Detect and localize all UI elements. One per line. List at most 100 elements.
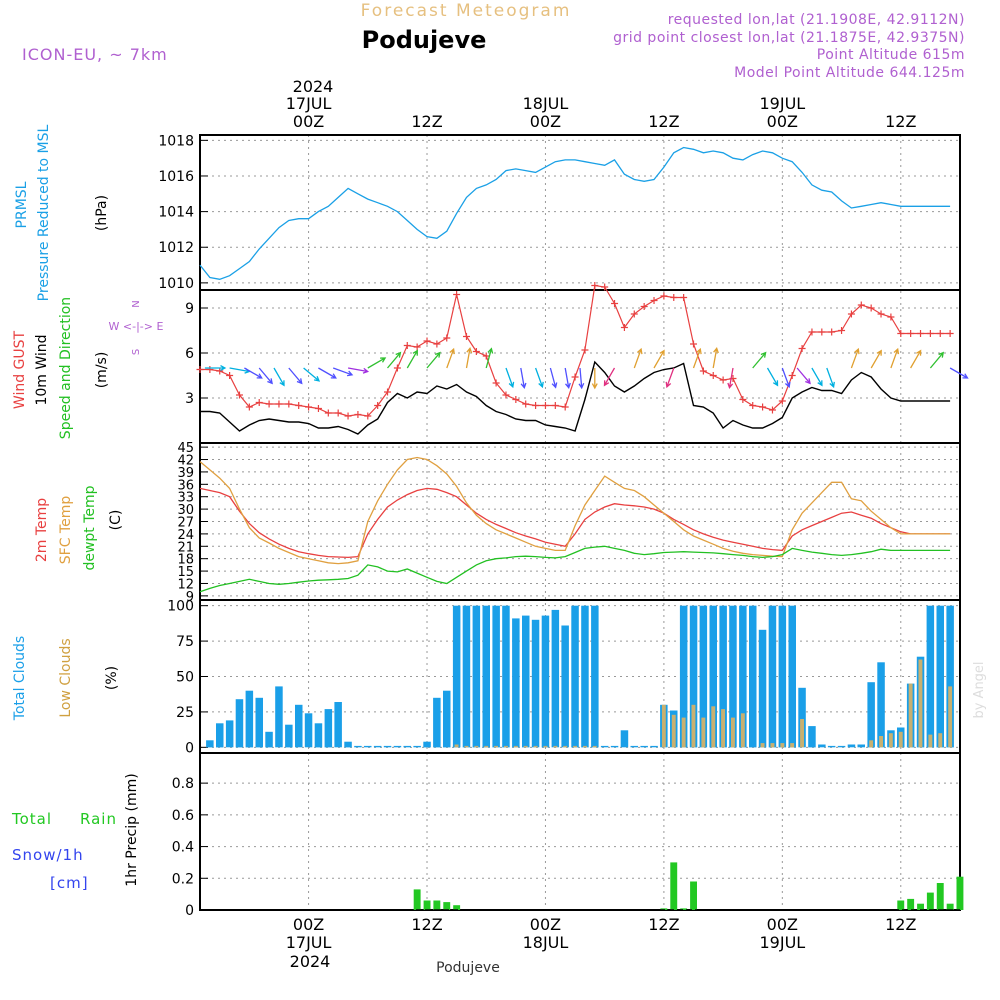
total-cloud-bar <box>275 686 283 748</box>
gust-marker <box>640 303 648 310</box>
gust-line <box>200 284 951 417</box>
total-cloud-bar <box>206 740 214 748</box>
gust-marker <box>808 328 816 336</box>
wind-direction-arrow <box>578 367 585 390</box>
compass-s: S <box>131 349 142 355</box>
total-cloud-bar <box>778 605 787 748</box>
low-cloud-bar <box>948 686 953 748</box>
precip-bar <box>413 889 421 910</box>
precip-bar <box>907 898 915 910</box>
bottom-hour-label: 12Z <box>648 915 679 934</box>
total-cloud-bar <box>354 745 362 748</box>
low-cloud-bar <box>454 744 459 748</box>
temp-label-sfc: SFC Temp <box>58 496 74 565</box>
low-cloud-bar <box>513 745 518 748</box>
temperature-ytick-label: 9 <box>186 590 194 605</box>
gust-marker <box>532 402 540 409</box>
low-cloud-bar <box>721 709 725 748</box>
temperature-ytick-label: 18 <box>177 553 194 568</box>
wind-panel-frame <box>199 289 961 444</box>
gust-marker <box>768 406 776 414</box>
low-cloud-bar <box>592 745 597 748</box>
precip-label-unit: 1hr Precip (mm) <box>124 773 140 886</box>
total-cloud-bar <box>482 605 490 748</box>
total-cloud-bar <box>847 744 856 748</box>
total-cloud-bar <box>216 723 224 748</box>
gust-marker <box>344 412 352 420</box>
bottom-date-label: 17JUL <box>286 933 332 952</box>
gust-marker <box>364 412 372 420</box>
total-cloud-bar <box>837 745 846 748</box>
pressure-ytick-label: 1014 <box>158 205 194 221</box>
low-cloud-bar <box>740 713 745 748</box>
gust-marker <box>946 330 954 337</box>
gust-marker <box>522 400 530 408</box>
wind-direction-arrow <box>273 367 285 387</box>
wind-direction-arrow <box>910 349 922 369</box>
wind-direction-arrow <box>303 367 321 382</box>
footer-location: Podujeve <box>436 960 500 976</box>
total-cloud-bar <box>245 690 254 748</box>
precip-bar <box>690 881 697 910</box>
pressure-ytick-label: 1010 <box>158 276 194 292</box>
gust-marker <box>897 330 905 337</box>
header-model: ICON-EU, ~ 7km <box>22 45 168 64</box>
wind-direction-arrow <box>653 349 665 369</box>
total-cloud-bar <box>472 605 481 748</box>
low-cloud-bar <box>563 745 568 748</box>
gust-marker <box>472 348 480 355</box>
low-cloud-bar <box>731 717 735 748</box>
wind-direction-arrow <box>727 367 734 390</box>
wind-direction-arrow <box>520 367 527 390</box>
precip-ytick-label: 0 <box>185 903 194 919</box>
gust-marker <box>581 346 589 354</box>
top-date-label: 18JUL <box>523 94 569 113</box>
header-requested: requested lon,lat (21.1908E, 42.9112N) <box>668 12 965 28</box>
temperature-ytick-label: 15 <box>177 565 194 580</box>
clouds-label-unit: (%) <box>104 666 120 690</box>
total-cloud-bar <box>679 605 688 748</box>
gust-marker <box>285 400 293 408</box>
gust-marker <box>384 388 392 396</box>
header-grid-point: grid point closest lon,lat (21.1875E, 42… <box>613 30 965 46</box>
temperature-ytick-label: 33 <box>177 491 194 506</box>
gust-marker <box>314 405 322 412</box>
temperature-ytick-label: 42 <box>177 454 194 469</box>
precip-bar <box>423 900 431 910</box>
precip-bar <box>680 908 688 910</box>
gust-marker <box>334 409 342 417</box>
gust-marker <box>324 409 332 417</box>
gust-marker <box>709 372 717 379</box>
temp-label-2m: 2m Temp <box>34 498 50 562</box>
total-cloud-bar <box>413 745 421 748</box>
temperature-ytick-label: 27 <box>177 516 194 531</box>
gust-marker <box>620 324 628 331</box>
gust-marker <box>699 367 707 375</box>
total-cloud-bar <box>423 741 431 748</box>
total-cloud-bar <box>561 625 569 748</box>
gust-marker <box>690 340 698 348</box>
total-cloud-bar <box>334 702 342 748</box>
total-cloud-bar <box>225 720 234 748</box>
total-cloud-bar <box>344 741 352 748</box>
temperature-ytick-label: 45 <box>177 441 194 456</box>
gust-marker <box>867 304 875 312</box>
total-cloud-bar <box>285 724 293 748</box>
low-cloud-bar <box>671 714 676 748</box>
temp-line-sfc-temp <box>199 456 951 565</box>
total-cloud-bar <box>512 618 520 748</box>
wind-ytick-label: 3 <box>185 391 194 407</box>
precip-label-cm: [cm] <box>50 874 89 892</box>
pressure-label-desc: Pressure Reduced to MSL <box>36 124 52 301</box>
temperature-ytick-label: 21 <box>177 540 194 555</box>
gust-marker <box>245 403 253 411</box>
clouds-ytick-label: 75 <box>176 634 194 650</box>
header-point-altitude: Point Altitude 615m <box>817 47 965 63</box>
gust-marker <box>571 373 579 381</box>
total-cloud-bar <box>610 745 619 748</box>
precip-bar <box>926 892 934 910</box>
low-cloud-bar <box>533 745 538 748</box>
header-location: Podujeve <box>362 26 487 54</box>
wind-direction-arrow <box>347 367 370 374</box>
temp-line-2m-temp <box>199 487 951 559</box>
